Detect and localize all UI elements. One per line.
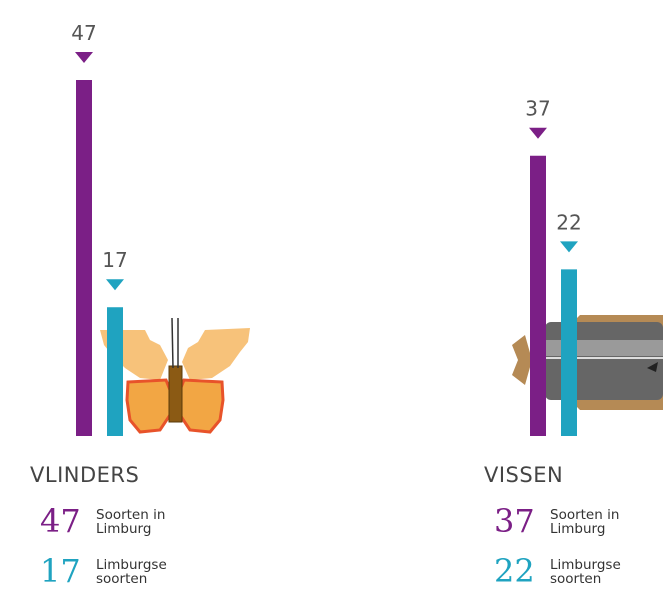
legend-value: 47 [40, 505, 81, 537]
infographic: 47 17 37 22 VLINDERS 47 Soorten in Limburg 17 L… [0, 0, 663, 614]
value-pointer [75, 52, 93, 63]
value-pointer [529, 128, 547, 139]
legend-value: 22 [494, 555, 535, 587]
value-pointer [106, 279, 124, 290]
value-label: 47 [71, 21, 96, 45]
legend-value: 17 [40, 555, 81, 587]
bar [561, 269, 577, 436]
legend-label: Soorten in Limburg [550, 508, 628, 536]
bar [76, 80, 92, 436]
category-label: VISSEN [484, 463, 563, 487]
value-label: 17 [102, 248, 127, 272]
legend-value: 37 [494, 505, 535, 537]
bar [107, 307, 123, 436]
value-pointer [560, 241, 578, 252]
legend-label: Limburgse soorten [550, 558, 628, 586]
legend-label: Limburgse soorten [96, 558, 174, 586]
category-label: VLINDERS [30, 463, 139, 487]
bar [530, 156, 546, 436]
value-label: 22 [556, 210, 581, 234]
value-label: 37 [525, 97, 550, 121]
legend-label: Soorten in Limburg [96, 508, 174, 536]
